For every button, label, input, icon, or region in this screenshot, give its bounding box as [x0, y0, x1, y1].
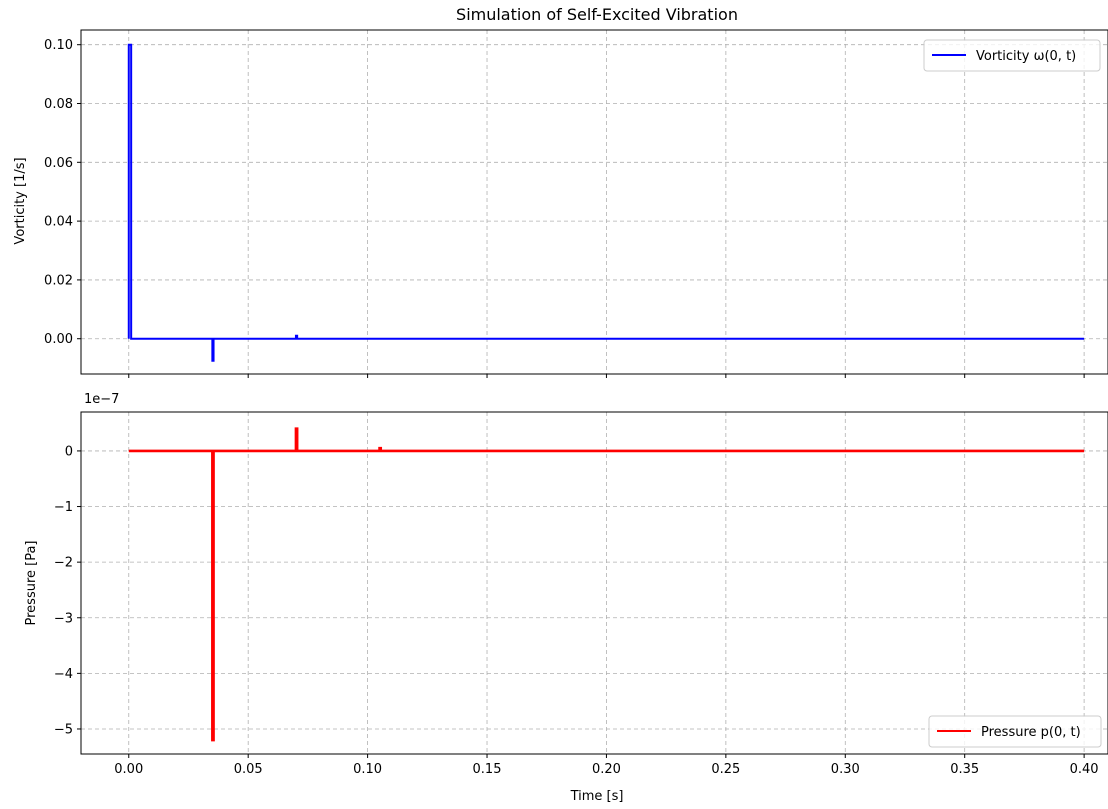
x-tick-label: 0.25 [711, 762, 740, 777]
x-tick-label: 0.35 [950, 762, 979, 777]
vorticity-legend: Vorticity ω(0, t) [923, 39, 1101, 72]
pressure-axes-frame [80, 411, 1108, 755]
pressure-panel: 0.00 0.05 0.10 0.15 0.20 0.25 0.30 0.35 0.40 −5 −4… [24, 392, 1108, 804]
x-tick-label: 0.05 [234, 762, 263, 777]
pressure-y-tick-label: −3 [54, 611, 73, 626]
vorticity-y-tick-label: 0.08 [44, 97, 73, 112]
pressure-y-tick-label: −2 [54, 556, 73, 571]
pressure-offset-text: 1e−7 [84, 392, 119, 407]
pressure-y-tick-label: −1 [54, 500, 73, 515]
pressure-y-axis-label: Pressure [Pa] [24, 540, 39, 625]
pressure-y-tick-label: 0 [65, 444, 73, 459]
vorticity-y-tick-label: 0.04 [44, 215, 73, 230]
vorticity-y-tick-label: 0.02 [44, 273, 73, 288]
pressure-legend: Pressure p(0, t) [928, 715, 1102, 748]
x-tick-label: 0.00 [114, 762, 143, 777]
vorticity-y-tick-label: 0.00 [44, 332, 73, 347]
chart-title: Simulation of Self-Excited Vibration [456, 5, 738, 24]
x-tick-label: 0.15 [473, 762, 502, 777]
x-tick-label: 0.20 [592, 762, 621, 777]
vorticity-series-line [127, 43, 1085, 362]
x-tick-label: 0.10 [353, 762, 382, 777]
pressure-legend-label: Pressure p(0, t) [981, 725, 1081, 740]
vorticity-legend-label: Vorticity ω(0, t) [976, 49, 1076, 64]
x-tick-label: 0.30 [831, 762, 860, 777]
vorticity-axes-frame [80, 29, 1108, 375]
x-axis-label: Time [s] [570, 789, 624, 804]
x-tick-label: 0.40 [1070, 762, 1099, 777]
pressure-series-line [128, 427, 1085, 742]
pressure-y-tick-label: −4 [54, 667, 73, 682]
vorticity-y-axis-label: Vorticity [1/s] [13, 157, 28, 244]
vorticity-y-tick-label: 0.06 [44, 156, 73, 171]
pressure-y-tick-label: −5 [54, 722, 73, 737]
vorticity-y-tick-label: 0.10 [44, 38, 73, 53]
vorticity-panel: 0.00 0.02 0.04 0.06 0.08 0.10 Vorticity [1/s]… [13, 29, 1108, 378]
